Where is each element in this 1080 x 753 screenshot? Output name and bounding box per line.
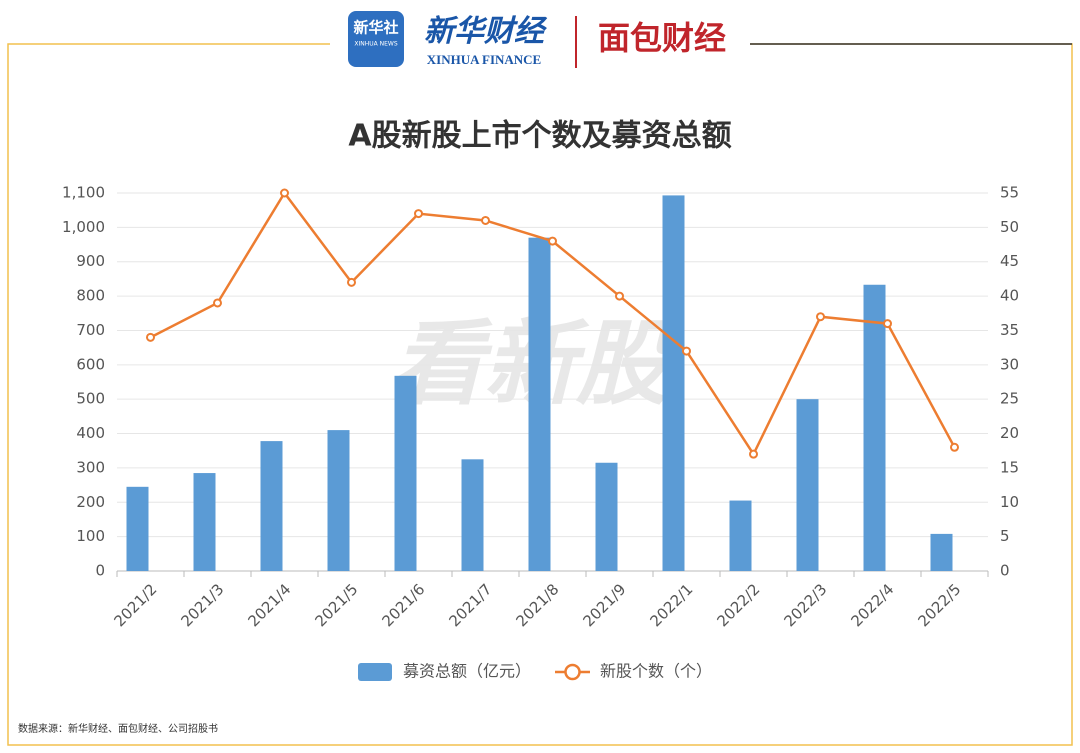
x-tick-label: 2021/2 bbox=[110, 580, 160, 630]
line-point bbox=[146, 332, 155, 342]
bar bbox=[126, 486, 149, 571]
y-tick-label: 100 bbox=[76, 527, 105, 545]
line-point bbox=[883, 319, 892, 329]
bar bbox=[394, 375, 417, 571]
line-point bbox=[615, 291, 624, 301]
line-point bbox=[749, 449, 758, 459]
bar bbox=[260, 441, 283, 571]
y-tick-label: 200 bbox=[76, 493, 105, 511]
line-point bbox=[414, 209, 423, 219]
bar bbox=[930, 533, 953, 571]
bar bbox=[193, 473, 216, 571]
line-point bbox=[347, 277, 356, 287]
y-tick-label: 400 bbox=[76, 424, 105, 442]
line-point bbox=[280, 188, 289, 198]
x-tick-label: 2022/2 bbox=[713, 580, 763, 630]
plot: 0 100 200 300 400 500 600 700 800 900 1,000 1,100 0 5… bbox=[62, 184, 1019, 681]
y2-tick-label: 5 bbox=[1000, 527, 1010, 545]
y-tick-label: 600 bbox=[76, 355, 105, 373]
x-tick-label: 2022/3 bbox=[780, 580, 830, 630]
legend-swatch bbox=[564, 663, 581, 681]
y-tick-label: 300 bbox=[76, 458, 105, 476]
chart-title: A股新股上市个数及募资总额 bbox=[348, 119, 731, 154]
y2-tick-label: 40 bbox=[1000, 287, 1019, 305]
x-tick-label: 2022/1 bbox=[646, 580, 696, 630]
y2-tick-label: 35 bbox=[1000, 321, 1019, 339]
y2-tick-label: 10 bbox=[1000, 493, 1019, 511]
line-point bbox=[481, 215, 490, 225]
partner: 面包财经 bbox=[598, 19, 726, 57]
bar bbox=[528, 237, 551, 571]
y2-tick-label: 50 bbox=[1000, 218, 1019, 236]
line-point bbox=[950, 442, 959, 452]
x-tick-label: 2021/5 bbox=[311, 580, 361, 630]
legend-label: 新股个数（个） bbox=[600, 662, 712, 681]
legend-swatch bbox=[358, 663, 392, 681]
bar bbox=[662, 195, 685, 571]
badge-subtitle: XINHUA NEWS bbox=[354, 41, 397, 48]
y-tick-label: 1,000 bbox=[62, 218, 105, 236]
x-tick-label: 2022/5 bbox=[914, 580, 964, 630]
y2-tick-label: 0 bbox=[1000, 562, 1010, 580]
bar bbox=[327, 430, 350, 571]
y2-tick-label: 20 bbox=[1000, 424, 1019, 442]
y2-tick-label: 30 bbox=[1000, 355, 1019, 373]
bar bbox=[461, 459, 484, 571]
y2-tick-label: 15 bbox=[1000, 458, 1019, 476]
source: 数据来源：新华财经、面包财经、公司招股书 bbox=[18, 722, 218, 735]
bar bbox=[796, 399, 819, 571]
y-tick-label: 500 bbox=[76, 390, 105, 408]
bar bbox=[863, 284, 886, 571]
y-tick-label: 900 bbox=[76, 252, 105, 270]
y2-tick-label: 25 bbox=[1000, 390, 1019, 408]
bar bbox=[729, 500, 752, 571]
line-point bbox=[213, 298, 222, 308]
x-tick-label: 2021/3 bbox=[177, 580, 227, 630]
x-tick-label: 2021/6 bbox=[378, 580, 428, 630]
legend-label: 募资总额（亿元） bbox=[403, 662, 531, 681]
brand-en: XINHUA FINANCE bbox=[427, 52, 541, 67]
badge-title: 新华社 bbox=[353, 19, 398, 37]
x-tick-label: 2021/7 bbox=[445, 580, 495, 630]
badge bbox=[348, 11, 404, 67]
line-point bbox=[816, 312, 825, 322]
x-tick-label: 2022/4 bbox=[847, 580, 897, 630]
line-point bbox=[548, 236, 557, 246]
y2-tick-label: 45 bbox=[1000, 252, 1019, 270]
line-point bbox=[682, 346, 691, 356]
y-tick-label: 800 bbox=[76, 287, 105, 305]
x-tick-label: 2021/9 bbox=[579, 580, 629, 630]
y-tick-label: 0 bbox=[95, 562, 105, 580]
brand: 新华财经 bbox=[424, 14, 548, 49]
x-tick-label: 2021/8 bbox=[512, 580, 562, 630]
y-tick-label: 700 bbox=[76, 321, 105, 339]
x-tick-label: 2021/4 bbox=[244, 580, 294, 630]
y-tick-label: 1,100 bbox=[62, 184, 105, 202]
y2-tick-label: 55 bbox=[1000, 184, 1019, 202]
bar bbox=[595, 462, 618, 571]
